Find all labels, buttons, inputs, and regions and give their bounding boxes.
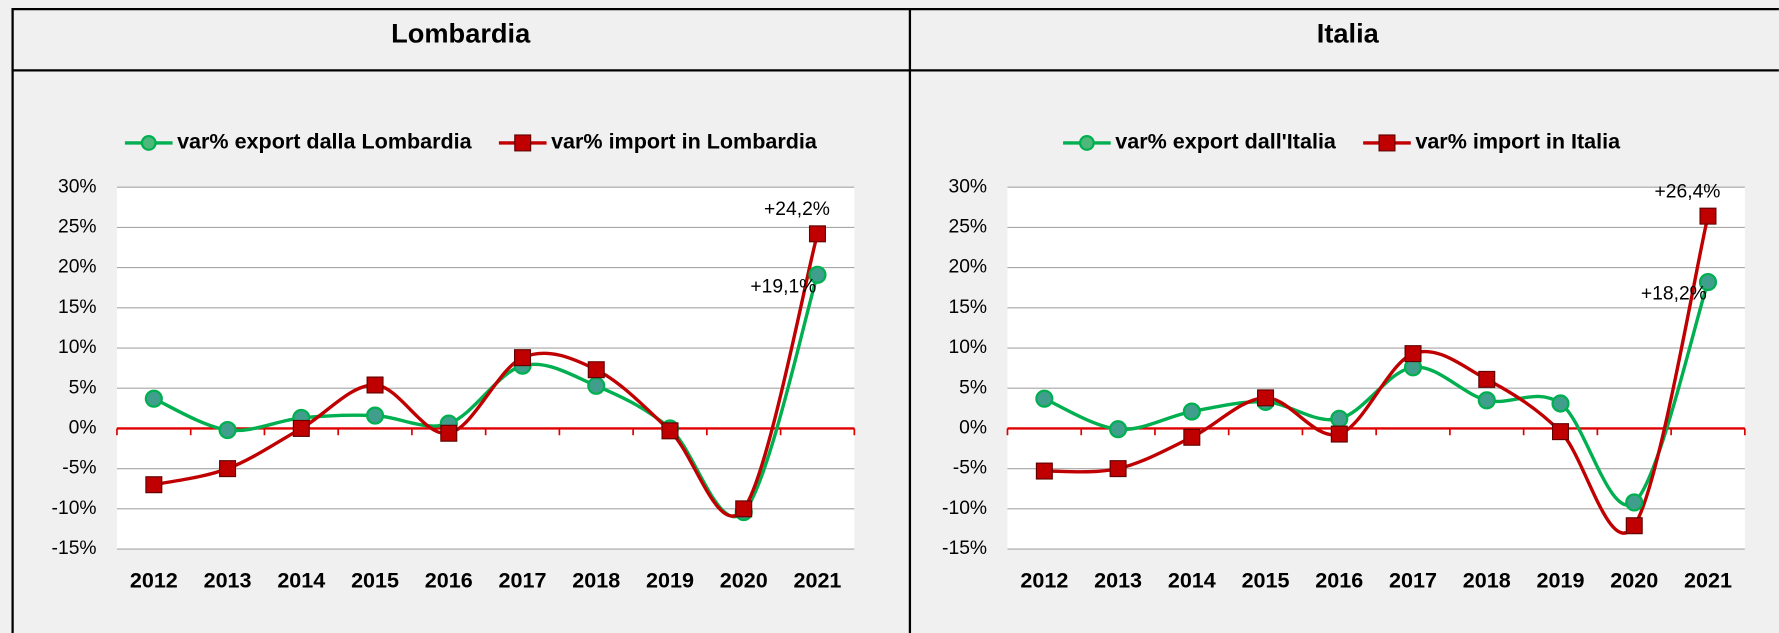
marker — [587, 376, 606, 395]
panel-title: Italia — [1317, 17, 1380, 48]
marker — [1257, 389, 1275, 407]
y-tick-label: 30% — [948, 176, 987, 197]
legend-label: var% export dalla Lombardia — [177, 129, 473, 154]
y-tick-label: 20% — [58, 257, 97, 278]
marker — [514, 349, 532, 367]
x-tick-label: 2012 — [1020, 568, 1068, 593]
data-label: +26,4% — [1655, 181, 1721, 202]
x-tick-label: 2014 — [1168, 568, 1216, 593]
y-tick-label: 20% — [948, 257, 987, 278]
marker — [1109, 420, 1128, 439]
plot-area — [116, 187, 855, 550]
legend-label: var% import in Italia — [1415, 129, 1621, 154]
marker — [440, 424, 458, 442]
y-tick-label: -5% — [62, 458, 96, 479]
marker — [1551, 394, 1570, 413]
data-label: +18,2% — [1641, 284, 1707, 305]
marker — [1035, 389, 1054, 408]
marker — [1698, 272, 1718, 292]
y-tick-label: 5% — [69, 377, 97, 398]
marker — [365, 406, 385, 425]
x-tick-label: 2020 — [720, 568, 768, 593]
marker — [1477, 391, 1496, 410]
x-tick-label: 2018 — [1463, 568, 1511, 593]
marker — [292, 419, 310, 437]
data-label: +19,1% — [750, 276, 816, 297]
plot-area — [1007, 187, 1745, 550]
legend-marker — [1078, 134, 1095, 151]
y-tick-label: -15% — [52, 538, 97, 559]
marker — [1035, 462, 1053, 480]
x-tick-label: 2015 — [1242, 568, 1290, 593]
marker — [661, 422, 679, 440]
x-tick-label: 2019 — [1537, 568, 1585, 593]
y-tick-label: 10% — [948, 337, 987, 358]
x-tick-label: 2014 — [277, 568, 325, 593]
y-tick-label: -10% — [942, 498, 987, 519]
marker — [219, 460, 237, 478]
y-tick-label: 5% — [959, 377, 987, 398]
x-tick-label: 2019 — [646, 568, 694, 593]
x-tick-label: 2017 — [499, 568, 547, 593]
marker — [1478, 370, 1496, 388]
y-tick-label: -10% — [52, 498, 97, 519]
marker — [1109, 460, 1127, 478]
y-tick-label: 25% — [58, 216, 97, 237]
marker — [808, 225, 826, 243]
y-tick-label: 10% — [58, 337, 97, 358]
x-tick-label: 2018 — [572, 568, 620, 593]
y-tick-label: 30% — [58, 176, 97, 197]
x-tick-label: 2013 — [1094, 568, 1142, 593]
marker — [808, 265, 827, 284]
x-tick-label: 2013 — [204, 568, 252, 593]
marker — [144, 389, 163, 408]
y-tick-label: 0% — [69, 418, 97, 439]
marker — [366, 376, 384, 394]
x-tick-label: 2017 — [1389, 568, 1437, 593]
y-tick-label: -5% — [953, 458, 987, 479]
marker — [735, 500, 753, 518]
marker — [145, 476, 163, 494]
legend-label: var% import in Lombardia — [551, 129, 818, 154]
legend-label: var% export dall'Italia — [1115, 129, 1337, 154]
marker — [1404, 345, 1422, 363]
marker — [1625, 517, 1643, 535]
marker — [1699, 207, 1717, 225]
marker — [1183, 428, 1201, 446]
marker — [587, 361, 605, 379]
x-tick-label: 2012 — [130, 568, 178, 593]
x-tick-label: 2016 — [425, 568, 473, 593]
y-tick-label: 25% — [948, 216, 987, 237]
x-tick-label: 2015 — [351, 568, 399, 593]
marker — [1182, 402, 1201, 421]
marker — [1330, 409, 1349, 428]
legend-marker — [1378, 134, 1396, 152]
marker — [218, 420, 237, 440]
legend-marker — [140, 134, 157, 151]
x-tick-label: 2021 — [1684, 568, 1732, 593]
marker — [1551, 423, 1570, 441]
x-tick-label: 2016 — [1315, 568, 1363, 593]
y-tick-label: 15% — [58, 297, 97, 318]
y-tick-label: -15% — [942, 538, 987, 559]
x-tick-label: 2020 — [1610, 568, 1658, 593]
marker — [1625, 493, 1644, 512]
panel-title: Lombardia — [391, 17, 531, 48]
x-tick-label: 2021 — [793, 568, 841, 593]
y-tick-label: 15% — [948, 297, 987, 318]
legend-marker — [514, 134, 532, 152]
data-label: +24,2% — [764, 199, 830, 220]
y-tick-label: 0% — [959, 418, 987, 439]
marker — [1330, 425, 1348, 443]
